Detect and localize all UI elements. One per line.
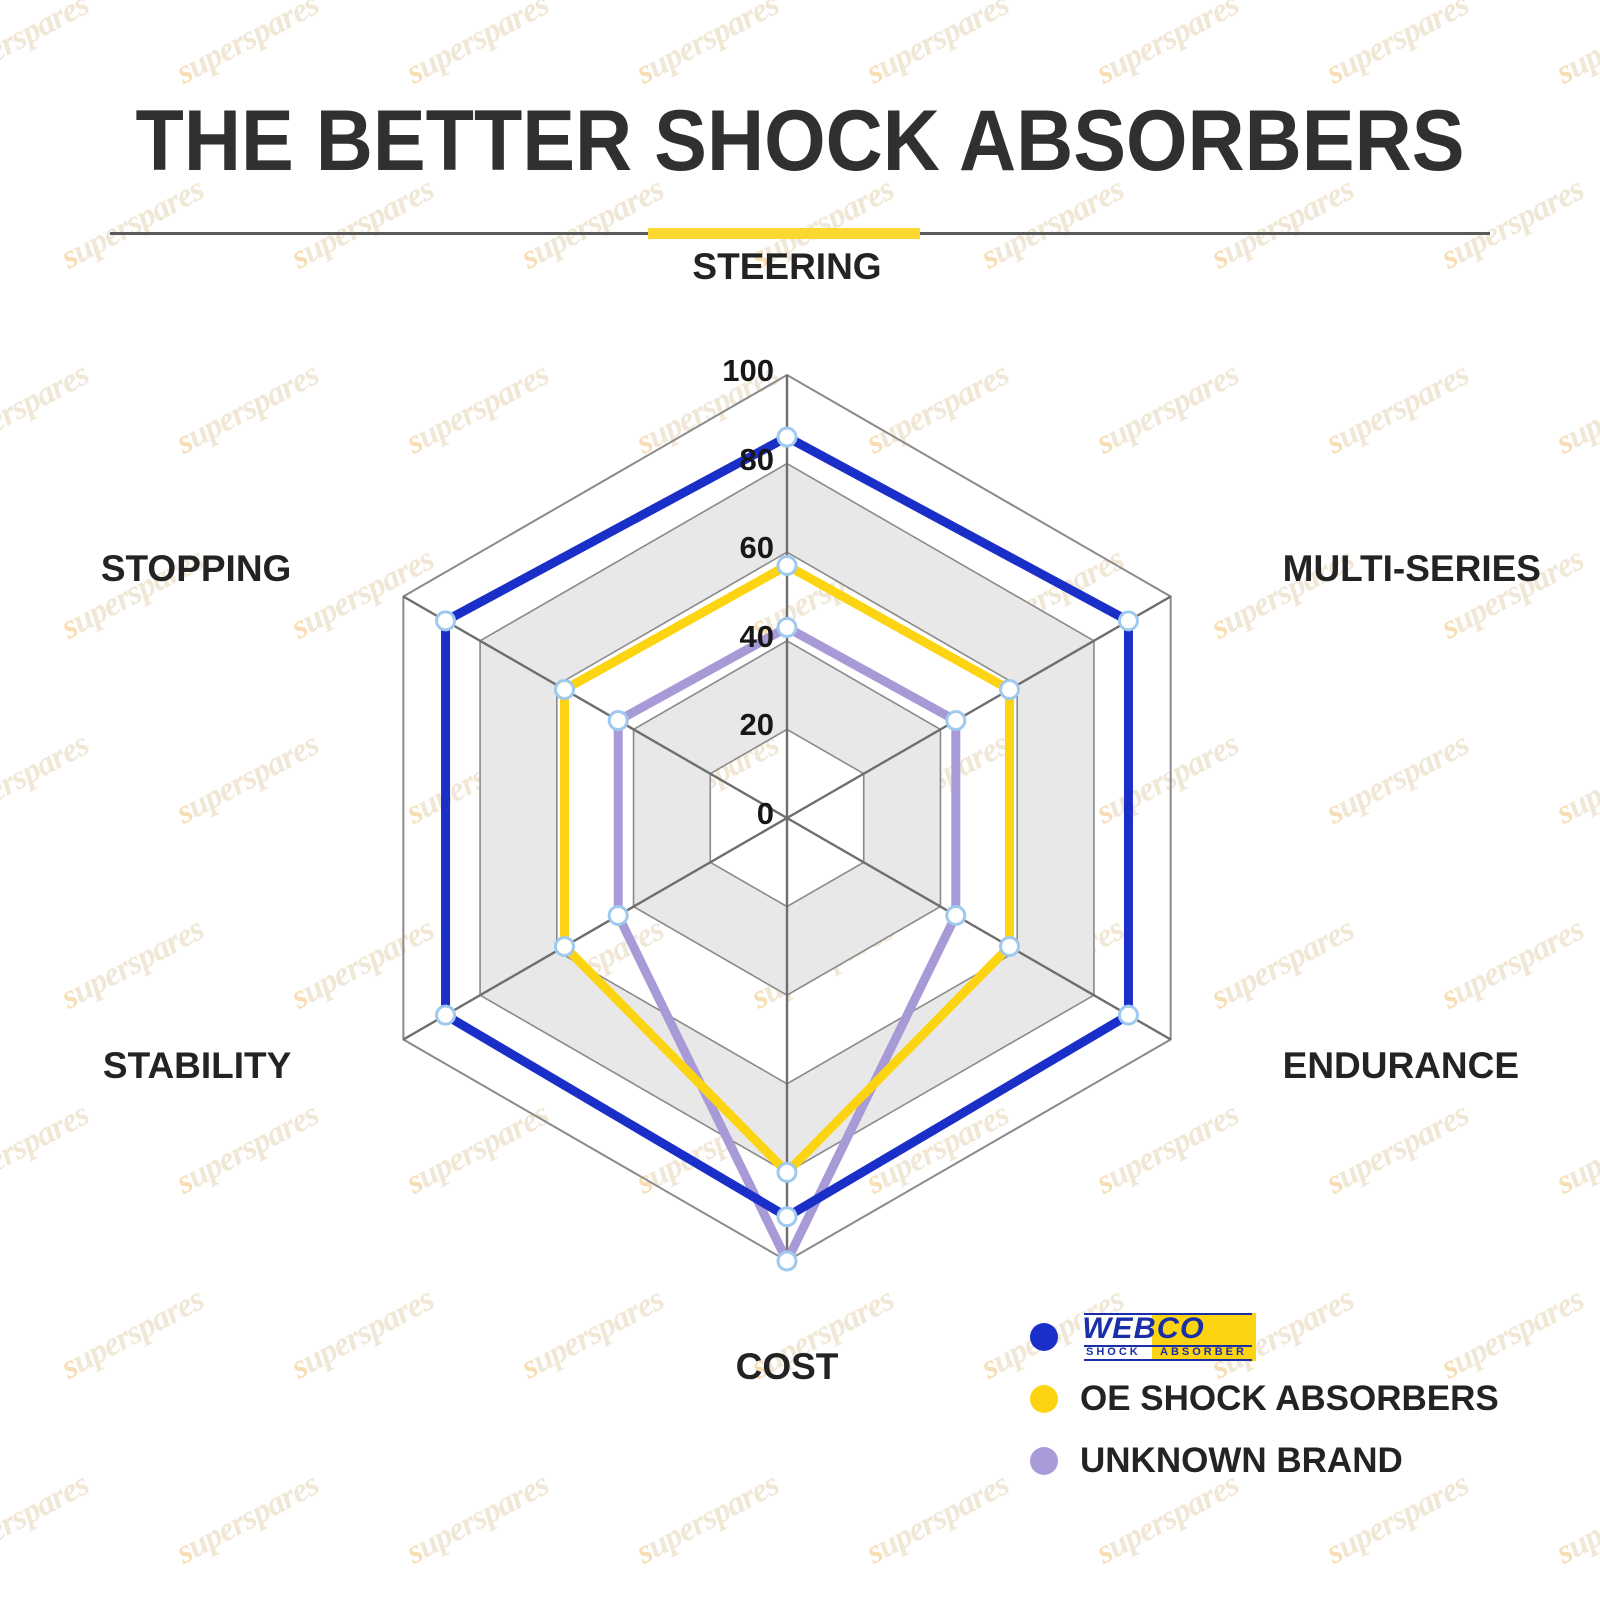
webco-logo-yellow-panel [1152, 1313, 1256, 1361]
radar-spoke-endurance [786, 816, 1172, 1041]
radar-point-2-1 [945, 710, 967, 732]
radar-tick-label-20: 20 [739, 707, 774, 743]
radar-axis-label-stability: STABILITY [102, 1044, 292, 1086]
radar-point-2-3 [776, 1250, 798, 1272]
radar-point-1-1 [999, 679, 1021, 701]
radar-axis-label-cost: COST [735, 1346, 839, 1387]
legend-item-oe[interactable]: OE SHOCK ABSORBERS [1030, 1368, 1550, 1430]
legend-label-unknown: UNKNOWN BRAND [1080, 1441, 1403, 1480]
radar-point-2-5 [607, 710, 629, 732]
radar-point-0-2 [1117, 1004, 1139, 1026]
radar-point-1-0 [776, 554, 798, 576]
radar-spoke-multi-series [786, 595, 1172, 820]
legend: WEBCO SHOCK ABSORBER OE SHOCK ABSORBERS … [1030, 1306, 1550, 1492]
radar-point-1-2 [999, 935, 1021, 957]
radar-point-2-4 [607, 904, 629, 926]
legend-swatch-unknown [1030, 1447, 1058, 1475]
radar-point-2-0 [776, 617, 798, 639]
radar-point-1-4 [553, 935, 575, 957]
radar-point-0-0 [776, 426, 798, 448]
radar-point-0-1 [1117, 610, 1139, 632]
radar-tick-label-100: 100 [722, 353, 774, 388]
radar-point-0-3 [776, 1206, 798, 1228]
radar-series-unknown-brand [607, 617, 967, 1272]
legend-item-unknown[interactable]: UNKNOWN BRAND [1030, 1430, 1550, 1492]
radar-point-1-3 [776, 1161, 798, 1183]
radar-tick-label-80: 80 [739, 441, 774, 477]
webco-logo-wordmark: WEBCO [1082, 1312, 1205, 1345]
radar-tick-label-0: 0 [756, 796, 774, 831]
webco-logo-bar-top [1084, 1313, 1252, 1315]
webco-logo-bar-bottom [1084, 1359, 1252, 1361]
legend-item-webco[interactable]: WEBCO SHOCK ABSORBER [1030, 1306, 1550, 1368]
radar-tick-label-60: 60 [739, 530, 774, 566]
webco-logo-bar-mid [1084, 1345, 1252, 1347]
radar-axis-label-steering: STEERING [692, 246, 882, 287]
legend-swatch-webco [1030, 1323, 1058, 1351]
radar-series-oe-shock-absorbers [553, 554, 1021, 1183]
radar-point-1-5 [553, 679, 575, 701]
radar-series-layer [435, 426, 1139, 1272]
radar-tick-label-40: 40 [739, 618, 774, 654]
radar-grid-spokes [402, 375, 1172, 1261]
radar-spoke-stopping [402, 595, 788, 820]
title-block: THE BETTER SHOCK ABSORBERS [0, 98, 1600, 184]
radar-point-0-4 [435, 1004, 457, 1026]
radar-spoke-stability [402, 816, 788, 1041]
legend-label-oe: OE SHOCK ABSORBERS [1080, 1379, 1499, 1418]
radar-point-2-2 [945, 904, 967, 926]
webco-logo-sub-shock: SHOCK [1086, 1346, 1141, 1358]
page-title: THE BETTER SHOCK ABSORBERS [135, 93, 1465, 189]
radar-axis-label-endurance: ENDURANCE [1282, 1044, 1520, 1086]
radar-point-0-5 [435, 610, 457, 632]
radar-axis-label-multi-series: MULTI-SERIES [1282, 547, 1541, 589]
title-divider-accent [648, 228, 920, 239]
radar-axis-label-stopping: STOPPING [100, 547, 292, 589]
radar-series-webco [435, 426, 1139, 1228]
radar-band-0 [633, 640, 941, 996]
webco-logo: WEBCO SHOCK ABSORBER [1080, 1313, 1256, 1361]
legend-swatch-oe [1030, 1385, 1058, 1413]
webco-logo-sub-absorber: ABSORBER [1160, 1346, 1247, 1358]
